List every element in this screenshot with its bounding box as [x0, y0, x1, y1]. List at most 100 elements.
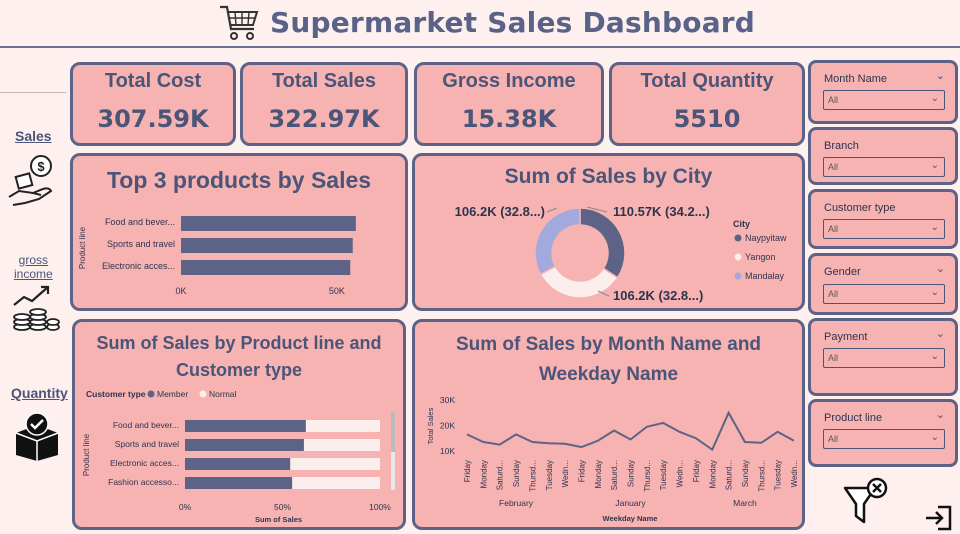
nav-quantity-link[interactable]: Quantity: [11, 385, 68, 401]
x-tick-label: Wedn...: [561, 460, 570, 487]
category-label: Electronic acces...: [110, 458, 179, 468]
chevron-down-icon[interactable]: ⌄: [935, 409, 945, 421]
legend-marker: [147, 390, 155, 398]
quantity-box-check-icon[interactable]: [12, 411, 62, 461]
legend-label: Normal: [209, 389, 237, 399]
slicer-dropdown[interactable]: All ⌄: [823, 429, 945, 449]
header-divider: [0, 46, 960, 48]
x-tick-label: Sunday: [512, 460, 521, 487]
slicer-label: Branch: [824, 140, 859, 152]
x-tick-label: Thursd...: [528, 460, 537, 492]
x-tick-label: Sunday: [627, 460, 636, 487]
x-tick-label: Thursd...: [757, 460, 766, 492]
slicer-payment[interactable]: Payment ⌄ All ⌄: [808, 318, 958, 396]
nav-sales-link[interactable]: Sales: [15, 128, 52, 144]
y-axis-label: Product line: [82, 433, 91, 476]
slicer-gender[interactable]: Gender ⌄ All ⌄: [808, 253, 958, 315]
slicer-label: Month Name: [824, 73, 887, 85]
chevron-down-icon[interactable]: ⌄: [935, 263, 945, 275]
x-axis-label: Sum of Sales: [255, 515, 302, 524]
slicer-label: Product line: [824, 412, 883, 424]
nav-gross-income-link[interactable]: gross income: [14, 253, 53, 281]
tick-label: 20K: [440, 421, 455, 431]
product-customer-chart-card: Sum of Sales by Product line and Custome…: [72, 319, 406, 530]
x-tick-label: Tuesday: [659, 460, 668, 490]
kpi-value: 322.97K: [268, 105, 380, 133]
svg-text:$: $: [37, 159, 45, 174]
tick-label: 100%: [369, 502, 391, 512]
clear-filter-icon[interactable]: [842, 476, 890, 528]
donut-slice: [534, 207, 581, 276]
slicer-dropdown[interactable]: All ⌄: [823, 157, 945, 177]
slicer-dropdown[interactable]: All ⌄: [823, 219, 945, 239]
chevron-down-icon[interactable]: ⌄: [930, 160, 939, 171]
bar-normal: [305, 420, 380, 432]
slicer-value: All: [828, 434, 839, 444]
x-tick-label: Wedn...: [676, 460, 685, 487]
leader-line: [597, 290, 610, 297]
x-tick-label: Friday: [692, 460, 701, 482]
slicer-dropdown[interactable]: All ⌄: [823, 284, 945, 304]
legend-title: City: [733, 219, 750, 229]
legend-label: Mandalay: [745, 271, 785, 281]
tick-label: 0K: [175, 286, 186, 296]
bar: [181, 238, 353, 253]
x-tick-label: Thursd...: [643, 460, 652, 492]
month-group-label: February: [499, 498, 534, 508]
chevron-down-icon[interactable]: ⌄: [930, 93, 939, 104]
sales-line: [466, 410, 795, 452]
legend-marker: [734, 234, 742, 242]
tick-label: 50%: [274, 502, 291, 512]
exit-icon[interactable]: [924, 504, 954, 532]
kpi-value: 5510: [673, 105, 741, 133]
slicer-dropdown[interactable]: All ⌄: [823, 348, 945, 368]
chevron-down-icon[interactable]: ⌄: [930, 432, 939, 443]
chart-title: Sum of Sales by Product line and Custome…: [96, 333, 382, 380]
category-label: Food and bever...: [105, 217, 175, 227]
bar-normal: [292, 477, 380, 489]
slicer-value: All: [828, 162, 839, 172]
sales-by-city-chart-card: Sum of Sales by City 110.57K (34.2...) 10…: [412, 153, 805, 311]
slicer-value: All: [828, 224, 839, 234]
bar-member: [185, 477, 293, 489]
y-axis-label: Total Sales: [426, 407, 435, 444]
slicer-dropdown[interactable]: All ⌄: [823, 90, 945, 110]
shopping-cart-icon: [220, 5, 259, 40]
slicer-customer-type[interactable]: Customer type All ⌄: [808, 189, 958, 249]
chart-title: Top 3 products by Sales: [106, 167, 372, 193]
x-tick-label: Monday: [594, 460, 603, 488]
kpi-label: Total Quantity: [640, 70, 774, 92]
x-tick-label: Tuesday: [774, 460, 783, 490]
top-products-chart-card: Top 3 products by Sales Product line Food…: [70, 153, 408, 311]
leader-line: [586, 206, 608, 213]
chevron-down-icon[interactable]: ⌄: [935, 70, 945, 82]
left-navigation: Sales $ gross income Quantity: [0, 92, 68, 532]
data-label: 106.2K (32.8...): [455, 204, 545, 219]
chart-title: Sum of Sales by City: [504, 165, 713, 188]
slicer-branch[interactable]: Branch All ⌄: [808, 127, 958, 185]
chevron-down-icon[interactable]: ⌄: [930, 351, 939, 362]
kpi-value: 15.38K: [461, 105, 557, 133]
donut-slice: [539, 265, 619, 299]
data-label: 110.57K (34.2...): [613, 204, 710, 219]
slicer-month-name[interactable]: Month Name ⌄ All ⌄: [808, 60, 958, 124]
legend-label: Yangon: [745, 252, 775, 262]
sales-hand-money-icon[interactable]: $: [5, 153, 63, 211]
gross-income-coins-icon[interactable]: [10, 283, 60, 331]
chevron-down-icon[interactable]: ⌄: [930, 287, 939, 298]
slicer-value: All: [828, 95, 839, 105]
kpi-total-cost-card: Total Cost 307.59K: [70, 62, 236, 146]
header: Supermarket Sales Dashboard: [0, 0, 960, 46]
legend-title: Customer type: [86, 389, 146, 399]
x-tick-label: Tuesday: [545, 460, 554, 490]
slicer-label: Payment: [824, 331, 868, 343]
chevron-down-icon[interactable]: ⌄: [935, 328, 945, 340]
tick-label: 10K: [440, 446, 455, 456]
product-customer-stacked-bar-chart: Customer type Member Normal Product line Foo…: [82, 389, 395, 524]
chevron-down-icon[interactable]: ⌄: [930, 222, 939, 233]
kpi-total-sales-card: Total Sales 322.97K: [240, 62, 408, 146]
chart-title: Sum of Sales by Month Name and Weekday N…: [455, 334, 762, 385]
slicer-label: Customer type: [824, 202, 896, 214]
month-weekday-line-chart: Total Sales 30K 20K 10K Friday Monday Saturd..…: [426, 395, 799, 523]
slicer-product-line[interactable]: Product line ⌄ All ⌄: [808, 399, 958, 467]
